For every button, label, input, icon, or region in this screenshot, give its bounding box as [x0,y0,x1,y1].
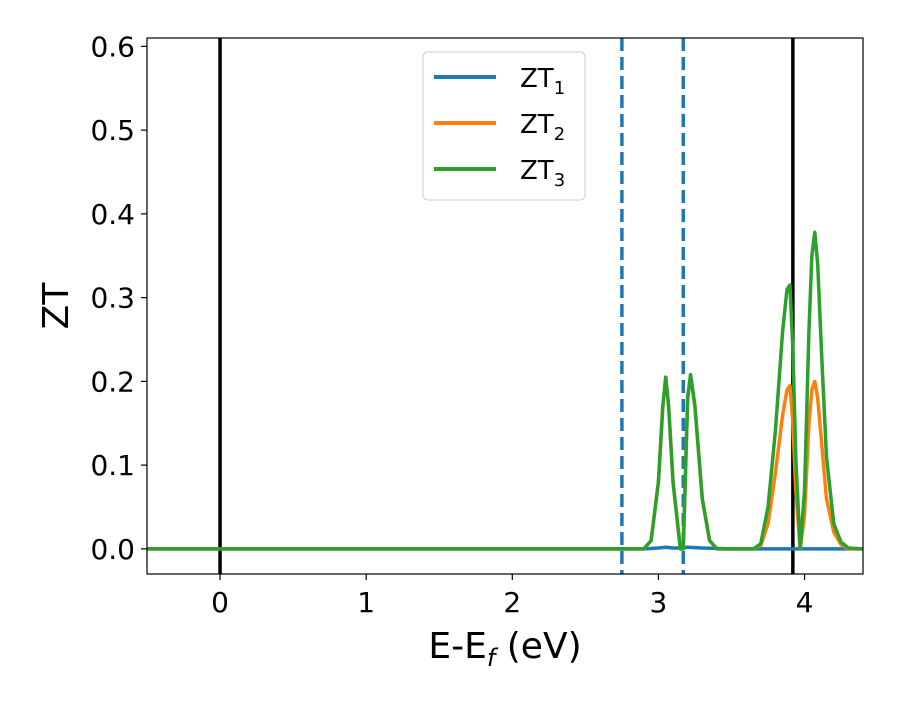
y-tick-label: 0.6 [90,30,135,63]
x-axis-title-unit: (eV) [495,626,581,667]
y-axis-title: ZT [36,282,77,330]
legend-label-subscript: 1 [554,78,565,99]
y-tick-label: 0.1 [90,449,135,482]
x-tick-label: 4 [796,586,814,619]
legend-label-3: ZT3 [520,156,565,191]
plot-area-frame [146,37,864,575]
series-line-2 [147,372,863,551]
y-tick-label: 0.2 [90,365,135,398]
legend-frame [422,51,586,201]
legend-label-main: ZT [520,64,554,94]
x-tick-label: 3 [650,586,668,619]
x-axis-title-main: E-E [428,626,486,667]
legend-label-2: ZT2 [520,110,565,145]
legend-label-subscript: 3 [554,170,565,191]
y-tick-label: 0.0 [90,533,135,566]
x-tick-label: 0 [211,586,229,619]
y-tick-label: 0.3 [90,282,135,315]
x-axis-title: E-Ef (eV) [428,626,581,672]
x-tick-label: 1 [357,586,375,619]
legend-label-1: ZT1 [520,64,565,99]
legend-label-main: ZT [520,110,554,140]
legend-label-main: ZT [520,156,554,186]
legend-label-subscript: 2 [554,124,565,145]
series-line-3 [147,230,863,551]
y-tick-label: 0.4 [90,198,135,231]
x-tick-label: 2 [503,586,521,619]
y-tick-label: 0.5 [90,114,135,147]
